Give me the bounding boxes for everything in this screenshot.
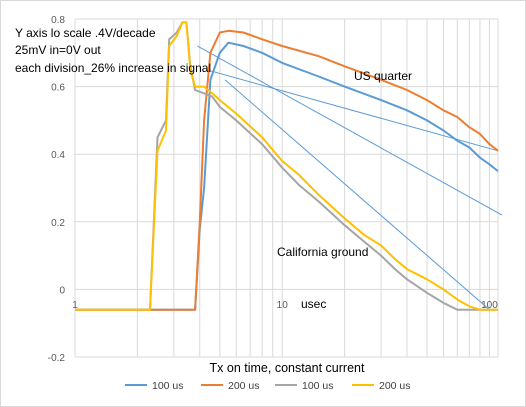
axis-ticks: -0.2 0 0.2 0.4 0.6 0.8 1 10 100 (48, 15, 498, 364)
annotation-us-quarter: US quarter (354, 69, 412, 83)
trendlines (197, 45, 503, 311)
trendline (224, 79, 490, 311)
series-line-1 (75, 41, 499, 311)
annotation-offset: 25mV in=0V out (15, 43, 101, 57)
gridlines (74, 18, 499, 358)
series-lines (75, 21, 499, 311)
annotation-california-ground: California ground (277, 245, 368, 259)
annotation-usec: usec (301, 297, 326, 311)
series-line-2 (75, 29, 499, 311)
trendline (206, 69, 499, 152)
y-tick-label: -0.2 (48, 353, 66, 364)
legend: 100 us 200 us 100 us 200 us (125, 380, 411, 392)
annotation-division: each division_26% increase in signal (15, 61, 211, 75)
y-tick-label: 0.6 (51, 83, 65, 94)
x-tick-label: 1 (72, 300, 78, 311)
x-axis-title: Tx on time, constant current (210, 361, 365, 375)
legend-entry: 100 us (302, 380, 334, 392)
series-line-3 (75, 21, 498, 311)
legend-entry: 200 us (228, 380, 260, 392)
y-tick-label: 0.2 (51, 218, 65, 229)
series-line-4 (75, 21, 498, 311)
y-tick-label: 0.4 (51, 150, 65, 161)
x-tick-label: 10 (277, 300, 289, 311)
y-tick-label: 0.8 (51, 15, 65, 26)
legend-entry: 200 us (379, 380, 411, 392)
trendline (197, 45, 503, 216)
y-tick-label: 0 (59, 285, 65, 296)
annotation-y-axis-scale: Y axis lo scale .4V/decade (15, 26, 156, 40)
legend-entry: 100 us (152, 380, 184, 392)
x-tick-label: 100 (481, 300, 498, 311)
